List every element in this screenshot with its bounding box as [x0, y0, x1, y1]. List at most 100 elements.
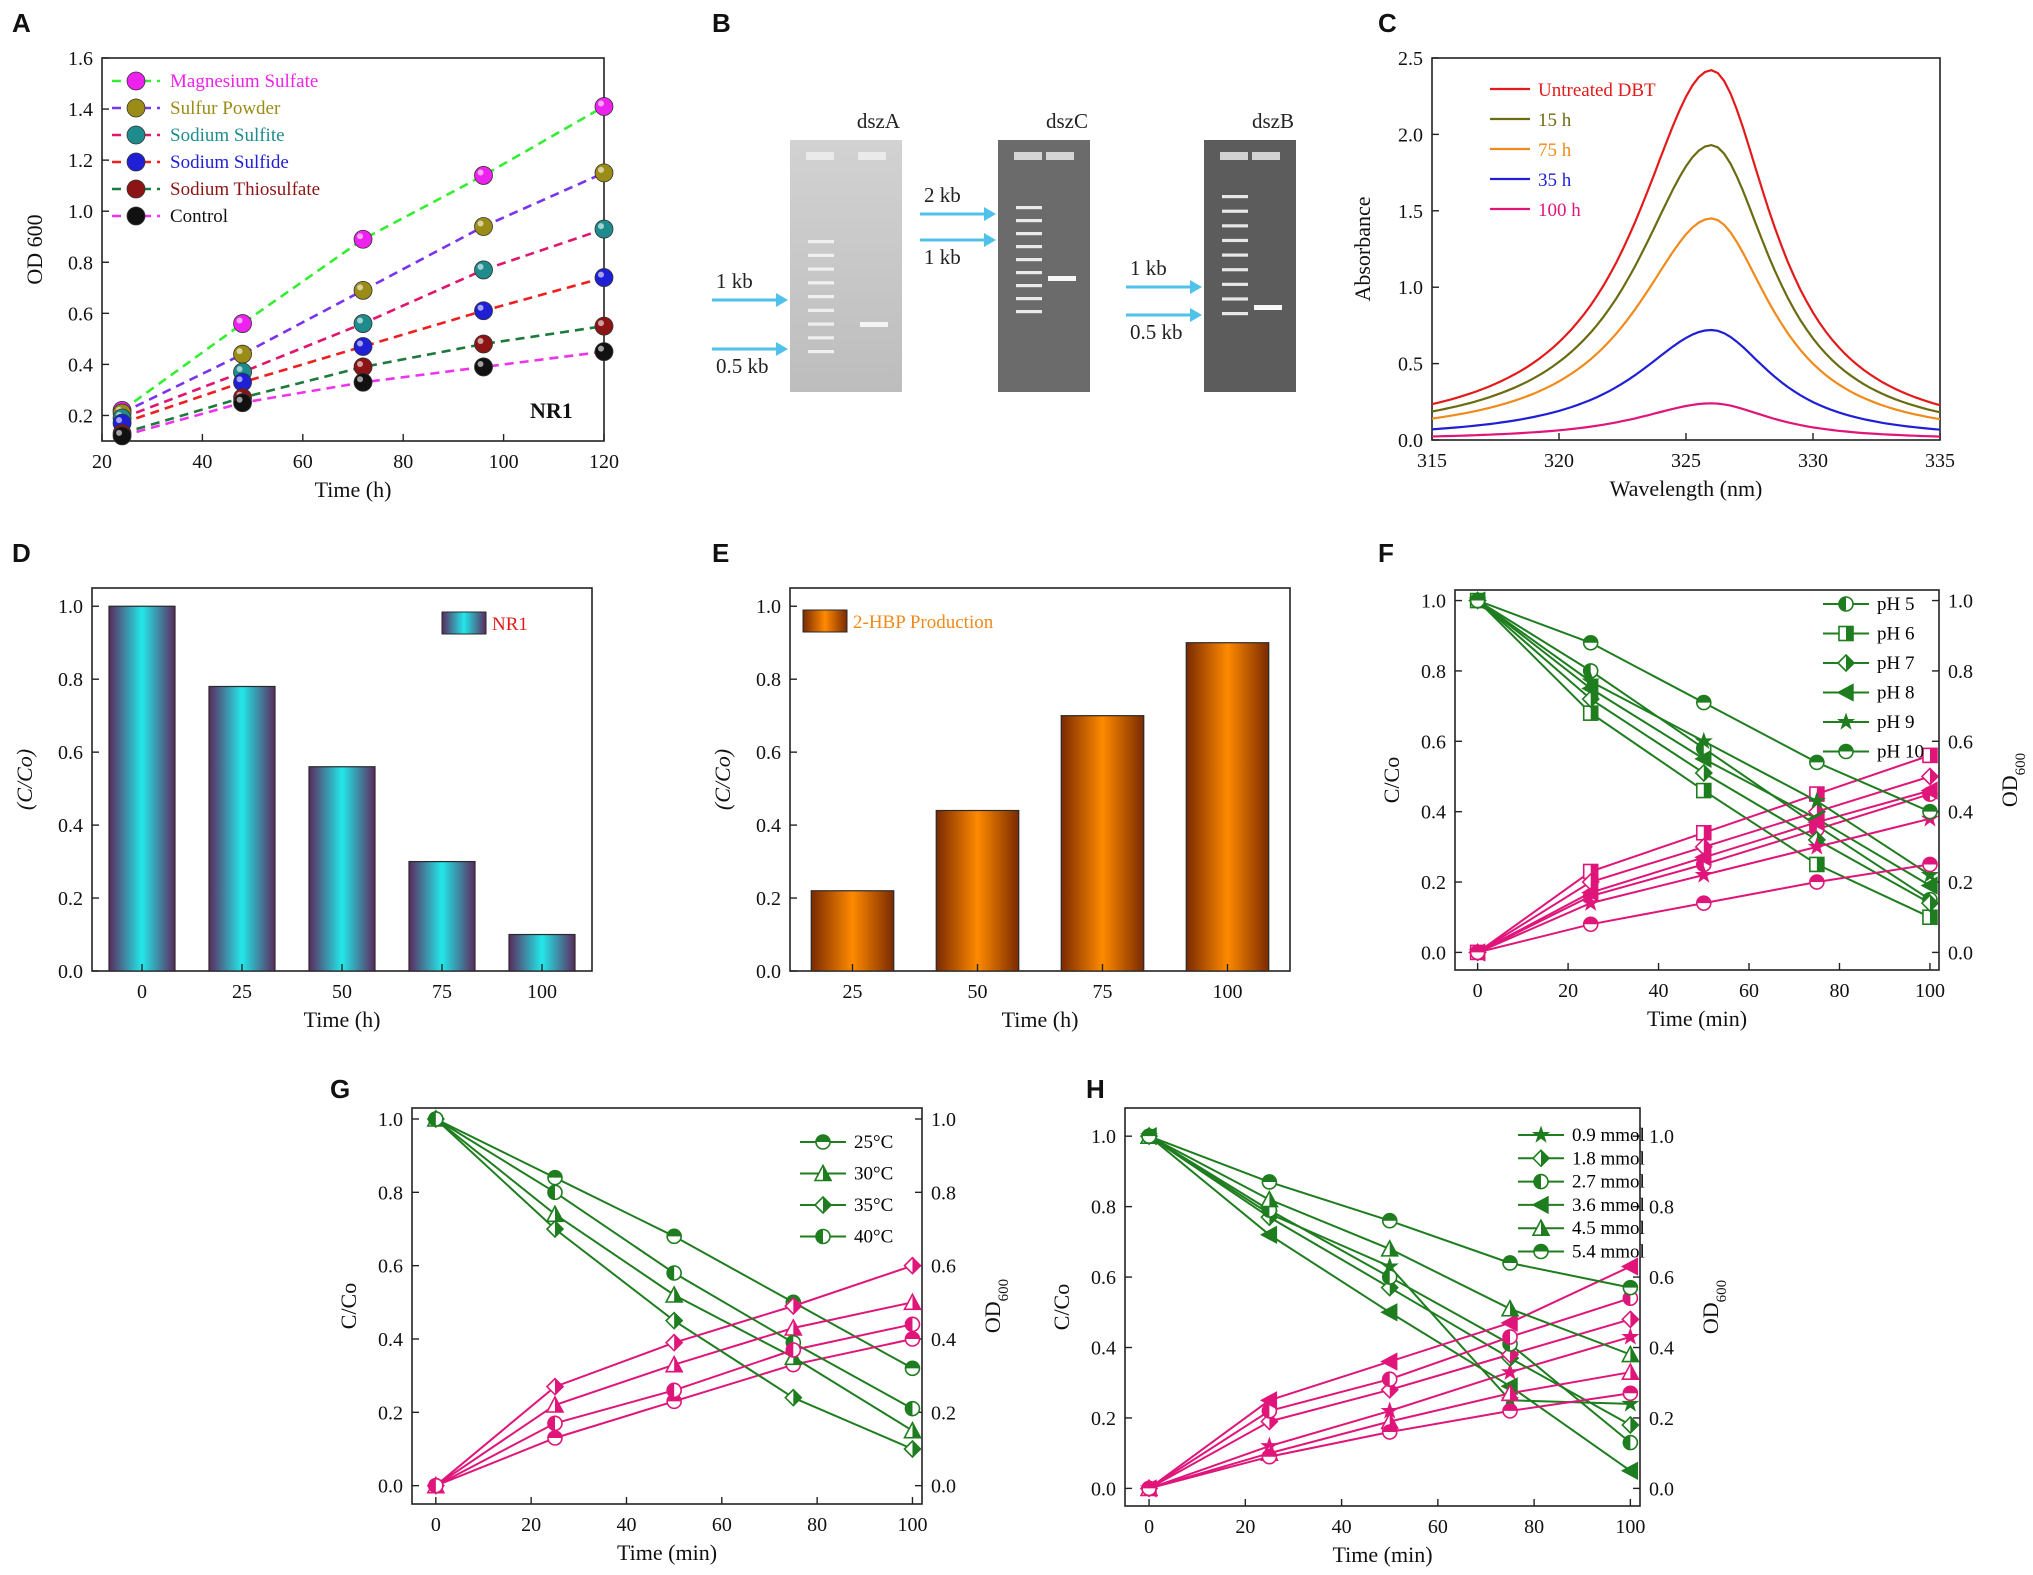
x-tick-label: 100	[1915, 980, 1945, 1002]
x-tick-label: 40	[1332, 1516, 1352, 1538]
x-tick-label: 320	[1544, 450, 1574, 472]
y-tick-label: 0.6	[58, 742, 83, 764]
y-tick-label: 0.0	[58, 961, 83, 983]
data-point-highlight	[598, 345, 604, 352]
legend-swatch-marker	[126, 179, 146, 199]
growth-point-fill	[1809, 875, 1824, 883]
decline-point-fill	[1816, 857, 1824, 872]
y-tick-label: 0.8	[756, 669, 781, 691]
x-tick-label: 0	[431, 1514, 441, 1536]
decline-point-fill	[1262, 1174, 1277, 1182]
y-tick-label: 0.2	[1091, 1408, 1116, 1430]
y-axis-label: (C/Co)	[12, 749, 37, 810]
x-tick-label: 80	[1829, 980, 1849, 1002]
marker-arrowhead	[776, 293, 788, 307]
marker-label: 0.5 kb	[1130, 320, 1183, 344]
bar	[1185, 642, 1270, 972]
spectrum-0	[1431, 69, 1941, 407]
spectrum-4	[1431, 402, 1941, 438]
legend-label: 35°C	[854, 1195, 893, 1216]
y-tick-label: 0.2	[68, 405, 93, 427]
growth-point	[1259, 1391, 1278, 1410]
y2-tick-label: 0.2	[1649, 1408, 1674, 1430]
legend-swatch-marker-fill	[816, 1229, 823, 1244]
y-tick-label: 1.5	[1398, 201, 1423, 223]
data-point-highlight	[116, 417, 123, 424]
decline-point-fill	[1590, 706, 1598, 721]
y2-tick-label: 1.0	[931, 1109, 956, 1131]
bar	[208, 685, 276, 972]
y2-tick-label: 0.8	[1948, 661, 1973, 683]
y-tick-label: 0.4	[378, 1329, 403, 1351]
growth-point-fill	[1590, 874, 1599, 891]
decline-point-fill	[905, 1361, 920, 1369]
panel-A: 0.2 0.4 0.6 0.8 1.0 1.2 1.4 1.6 20 40 60 80 100 120 Ti…	[22, 48, 619, 502]
panel-letter-F: F	[1378, 538, 1394, 568]
decline-point-fill	[1929, 910, 1937, 925]
decline-point	[1581, 671, 1600, 690]
panel-F: 0.0 0.0 0.2 0.2 0.4 0.4 0.6 0.6 0.8 0.8 1.0 1.0 0 20 4…	[1379, 589, 2029, 1031]
x-axis-label: Time (min)	[1647, 1006, 1747, 1031]
ladder-band	[808, 295, 834, 299]
panel-C: 0.0 0.5 1.0 1.5 2.0 2.5 315 320 325 330 335 Wavelen…	[1350, 48, 1955, 501]
panel-E: 0.0 0.2 0.4 0.6 0.8 1.0 Time (h) (C/Co) 25 50 75 10…	[710, 587, 1291, 1032]
decline-point-fill	[1470, 593, 1485, 601]
panel-B: dszA 1 kb 0.5 kb dszC 2 kb 1 kb dszB 1 kb 0.5 kb	[712, 109, 1296, 392]
growth-point-fill	[1929, 748, 1937, 763]
bar	[308, 766, 376, 972]
plot-frame	[789, 587, 1291, 972]
x-tick-label: 60	[1428, 1516, 1448, 1538]
decline-point-fill	[1590, 691, 1599, 708]
data-point-highlight	[477, 263, 484, 270]
y-tick-label: 1.0	[756, 596, 781, 618]
x-axis-label: Time (h)	[315, 477, 392, 502]
data-point-highlight	[357, 284, 364, 291]
data-point-highlight	[357, 340, 364, 347]
legend-swatch-marker-fill	[823, 1165, 831, 1181]
ladder-band	[808, 336, 834, 340]
growth-point-fill	[674, 1334, 683, 1351]
gel-well	[1014, 152, 1042, 160]
data-point-highlight	[236, 366, 243, 373]
gel-well	[806, 152, 834, 160]
data-point-highlight	[357, 376, 364, 383]
legend-swatch-marker	[126, 206, 146, 226]
growth-point-fill	[1929, 768, 1938, 785]
x-tick-label: 100	[489, 451, 519, 473]
legend-label: NR1	[492, 614, 528, 635]
data-point-highlight	[477, 220, 484, 227]
growth-point	[1620, 1257, 1639, 1276]
decline-point	[1620, 1461, 1639, 1480]
series-line-4	[121, 324, 605, 435]
growth-point	[1500, 1313, 1518, 1333]
y2-tick-label: 0.0	[931, 1476, 956, 1498]
decline-point-fill	[428, 1112, 436, 1126]
data-point	[474, 260, 493, 280]
marker-label: 0.5 kb	[716, 354, 769, 378]
x-axis-label: Time (h)	[304, 1007, 381, 1032]
legend-swatch-marker	[126, 98, 146, 118]
x-tick-label: 25	[843, 981, 863, 1003]
x-tick-label: 20	[92, 451, 112, 473]
data-point	[474, 334, 493, 354]
plot-frame	[1124, 1107, 1641, 1507]
ladder-band	[1016, 271, 1042, 275]
y-tick-label: 0.0	[1421, 942, 1446, 964]
data-point-highlight	[116, 429, 123, 436]
x-tick-label: 80	[393, 451, 413, 473]
legend-swatch-marker	[1836, 683, 1854, 702]
ladder-band	[1222, 209, 1248, 213]
y-tick-label: 0.4	[1421, 802, 1446, 824]
marker-arrowhead	[984, 207, 996, 221]
growth-point-fill	[1503, 1403, 1518, 1411]
growth-point-fill	[1696, 896, 1711, 904]
x-tick-label: 50	[968, 981, 988, 1003]
y-axis-label: C/Co	[336, 1283, 361, 1329]
x-tick-label: 20	[521, 1514, 541, 1536]
x-axis-label: Time (min)	[617, 1540, 717, 1565]
x-tick-label: 100	[897, 1514, 927, 1536]
x-tick-label: 20	[1235, 1516, 1255, 1538]
decline-point-fill	[674, 1312, 683, 1329]
series-line-3	[121, 276, 605, 425]
y2-tick-label: 0.6	[1649, 1267, 1674, 1289]
